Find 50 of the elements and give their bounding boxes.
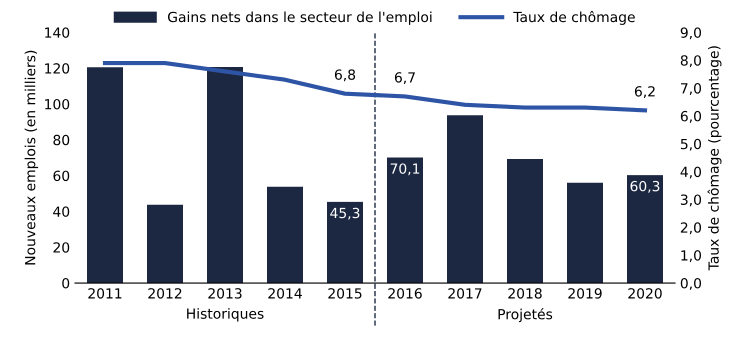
bar — [147, 204, 183, 284]
x-tick-label: 2017 — [448, 288, 482, 299]
bar — [447, 115, 483, 284]
bar — [627, 175, 663, 284]
x-tick-label: 2011 — [88, 288, 122, 299]
data-label: 6,7 — [394, 72, 415, 84]
data-label: 70,1 — [390, 163, 420, 176]
y-tick-label: 100 — [45, 98, 70, 110]
y2-tick-label: 2,0 — [680, 222, 702, 234]
x-tick-label: 2015 — [328, 288, 362, 299]
text: Projetés — [498, 308, 552, 322]
y-tick-label: 60 — [53, 170, 70, 182]
bar — [87, 67, 123, 284]
y-tick-label: 120 — [45, 63, 70, 74]
y-tick-label: 140 — [45, 27, 70, 38]
bar — [567, 182, 603, 284]
legend-label: Gains nets dans le secteur de l'emploi — [168, 11, 432, 25]
bar — [207, 66, 243, 284]
y-axis-title: Nouveaux emplois (en milliers) — [24, 50, 38, 264]
data-label: 6,2 — [634, 86, 655, 98]
data-label: 6,8 — [334, 69, 356, 82]
data-label: 45,3 — [330, 208, 360, 220]
y2-tick-label: 7,0 — [681, 83, 702, 95]
x-tick-label: 2012 — [148, 288, 182, 299]
y-tick-label: 0 — [62, 278, 70, 289]
x-tick-label: 2013 — [208, 288, 242, 299]
y2-tick-label: 4,0 — [680, 166, 702, 179]
y-tick-label: 40 — [53, 206, 70, 217]
y2-tick-label: 8,0 — [680, 55, 702, 68]
x-tick-label: 2014 — [268, 288, 302, 299]
y2-tick-label: 3,0 — [680, 194, 702, 206]
text: Historiques — [187, 308, 264, 322]
legend-label: Taux de chômage — [513, 10, 635, 25]
y2-axis-title: Taux de chômage (pourcentage) — [708, 46, 722, 270]
x-tick-label: 2019 — [568, 288, 602, 299]
bar — [327, 202, 363, 284]
x-tick-label: 2016 — [388, 288, 422, 299]
y2-tick-label: 0,0 — [680, 278, 702, 290]
y2-tick-label: 5,0 — [680, 138, 702, 151]
data-label: 60,3 — [630, 180, 660, 193]
y-tick-label: 20 — [53, 242, 70, 253]
x-tick-label: 2020 — [628, 288, 662, 299]
bar — [507, 158, 543, 284]
bar — [267, 186, 303, 284]
y2-tick-label: 9,0 — [680, 27, 702, 40]
y2-tick-label: 1,0 — [681, 250, 702, 262]
bar — [387, 158, 423, 284]
y2-tick-label: 6,0 — [680, 110, 702, 123]
y-tick-label: 80 — [53, 134, 70, 146]
x-tick-label: 2018 — [508, 288, 542, 299]
